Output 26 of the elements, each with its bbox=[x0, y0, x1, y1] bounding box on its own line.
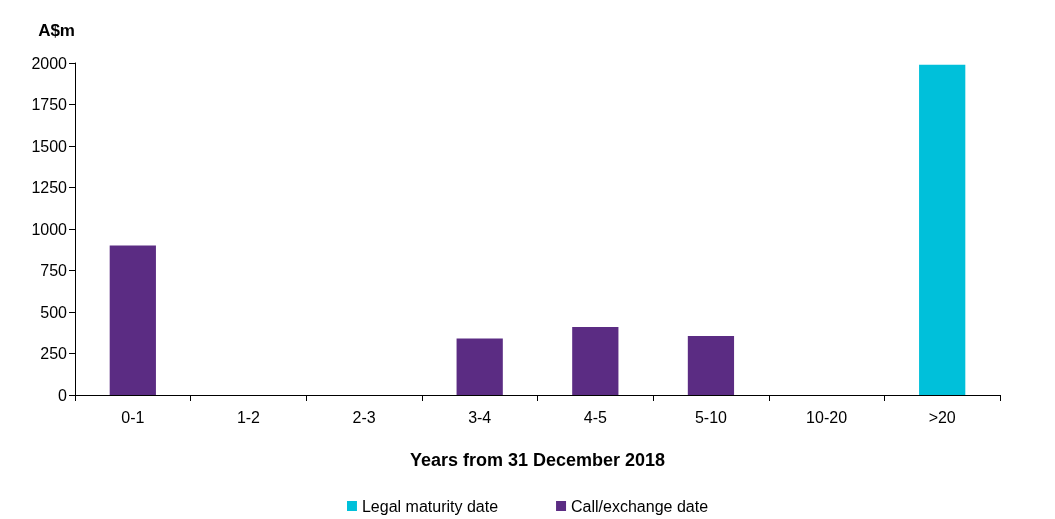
x-tick-label: >20 bbox=[928, 408, 956, 426]
x-tick-label: 1-2 bbox=[236, 408, 261, 426]
y-tick-label: 2000 bbox=[31, 54, 68, 72]
bar bbox=[109, 245, 156, 395]
bar bbox=[572, 326, 619, 395]
bar bbox=[919, 64, 966, 395]
y-tick-label: 750 bbox=[40, 262, 68, 279]
legend-label: Legal maturity date bbox=[361, 497, 499, 515]
y-tick-label: 1500 bbox=[31, 137, 68, 155]
y-tick-label: 500 bbox=[40, 303, 68, 321]
x-tick-label: 3-4 bbox=[468, 408, 492, 426]
y-tick-label: 0 bbox=[58, 386, 68, 404]
x-tick-label: 4-5 bbox=[583, 408, 607, 426]
legend-label: Call/exchange date bbox=[571, 497, 709, 515]
bar bbox=[456, 338, 503, 395]
y-tick-label: 1000 bbox=[31, 220, 68, 238]
bar bbox=[687, 336, 735, 395]
x-tick-label: 2-3 bbox=[352, 408, 376, 426]
y-tick-label: 1750 bbox=[31, 96, 68, 113]
y-axis-title: A$m bbox=[38, 21, 75, 40]
y-tick-label: 250 bbox=[40, 345, 68, 362]
x-tick-label: 0-1 bbox=[121, 408, 145, 426]
y-tick-label: 1250 bbox=[31, 179, 68, 196]
x-tick-label: 10-20 bbox=[806, 408, 848, 426]
x-axis-title: Years from 31 December 2018 bbox=[409, 450, 666, 470]
x-tick-label: 5-10 bbox=[694, 408, 728, 426]
